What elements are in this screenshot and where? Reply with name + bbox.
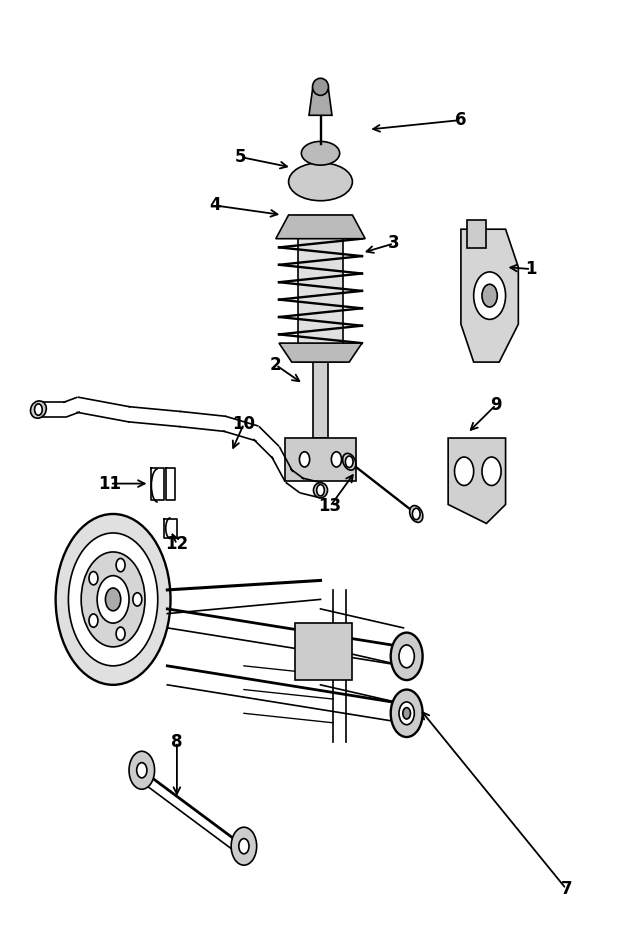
Circle shape [345,456,353,467]
Ellipse shape [313,483,328,498]
Circle shape [56,514,171,684]
Text: 8: 8 [171,733,183,751]
Text: 12: 12 [165,535,188,553]
Polygon shape [313,362,328,438]
Polygon shape [285,438,356,481]
Circle shape [482,285,497,307]
Circle shape [391,689,422,737]
Circle shape [482,457,501,486]
Circle shape [239,839,249,854]
Ellipse shape [288,163,353,201]
Circle shape [116,559,125,572]
Circle shape [391,633,422,680]
Text: 10: 10 [233,415,255,433]
Circle shape [116,627,125,641]
Text: 6: 6 [455,111,467,129]
Circle shape [137,763,147,778]
Polygon shape [279,343,362,362]
Polygon shape [309,87,332,115]
Ellipse shape [410,506,423,523]
Circle shape [89,571,98,585]
Polygon shape [448,438,506,524]
Circle shape [35,404,42,415]
Circle shape [399,645,414,667]
Circle shape [403,707,410,719]
Polygon shape [276,215,365,239]
Text: 1: 1 [526,260,537,278]
Circle shape [299,452,310,467]
Circle shape [97,576,129,624]
Ellipse shape [343,453,356,470]
Circle shape [105,588,121,611]
Text: 2: 2 [270,356,281,374]
Ellipse shape [31,401,46,418]
Circle shape [474,272,506,319]
Polygon shape [467,220,487,248]
Text: 5: 5 [235,149,247,166]
Text: 3: 3 [388,234,400,252]
Polygon shape [295,624,353,680]
Circle shape [231,827,256,865]
Circle shape [69,533,158,665]
Text: 9: 9 [490,396,502,414]
Circle shape [331,452,342,467]
Ellipse shape [301,142,340,165]
Polygon shape [461,229,519,362]
Text: 13: 13 [319,497,342,515]
Ellipse shape [313,78,328,95]
Text: 7: 7 [560,880,572,898]
Text: 11: 11 [98,475,121,492]
Polygon shape [298,220,343,362]
Circle shape [454,457,474,486]
Circle shape [399,702,414,724]
Text: 4: 4 [210,196,221,214]
Circle shape [81,552,145,646]
Circle shape [89,614,98,627]
Circle shape [129,751,154,789]
Circle shape [133,593,142,606]
Circle shape [412,508,420,520]
Circle shape [317,485,324,496]
